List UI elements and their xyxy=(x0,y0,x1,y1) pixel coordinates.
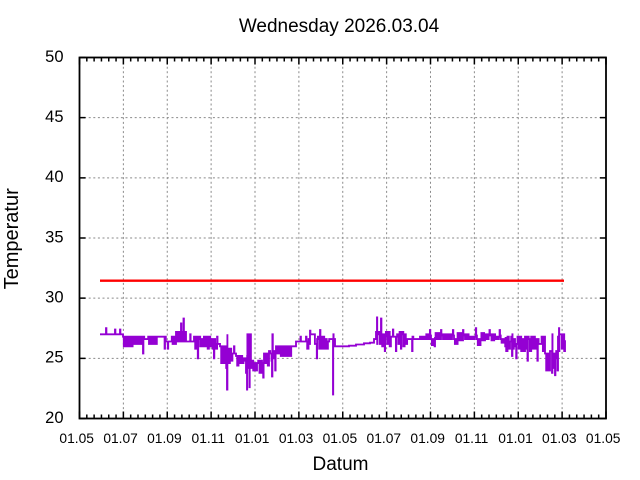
svg-text:01.07: 01.07 xyxy=(103,431,138,446)
svg-text:01.11: 01.11 xyxy=(455,431,489,446)
svg-text:01.09: 01.09 xyxy=(147,431,182,446)
svg-text:01.07: 01.07 xyxy=(367,431,402,446)
svg-text:40: 40 xyxy=(45,168,63,186)
svg-text:Datum: Datum xyxy=(313,454,369,475)
svg-text:01.03: 01.03 xyxy=(279,431,314,446)
svg-text:30: 30 xyxy=(45,289,63,307)
svg-text:20: 20 xyxy=(45,409,63,427)
svg-text:01.01: 01.01 xyxy=(498,431,533,446)
svg-text:01.11: 01.11 xyxy=(192,431,226,446)
svg-text:25: 25 xyxy=(45,349,63,367)
svg-text:01.01: 01.01 xyxy=(235,431,270,446)
svg-text:01.05: 01.05 xyxy=(59,431,94,446)
svg-text:01.05: 01.05 xyxy=(586,431,621,446)
svg-text:50: 50 xyxy=(45,48,63,66)
svg-text:Temperatur: Temperatur xyxy=(1,188,23,289)
svg-text:Wednesday 2026.03.04: Wednesday 2026.03.04 xyxy=(239,16,440,37)
svg-text:01.09: 01.09 xyxy=(410,431,445,446)
svg-text:35: 35 xyxy=(45,228,63,246)
svg-text:01.05: 01.05 xyxy=(323,431,358,446)
svg-text:45: 45 xyxy=(45,108,63,126)
svg-text:01.03: 01.03 xyxy=(542,431,577,446)
